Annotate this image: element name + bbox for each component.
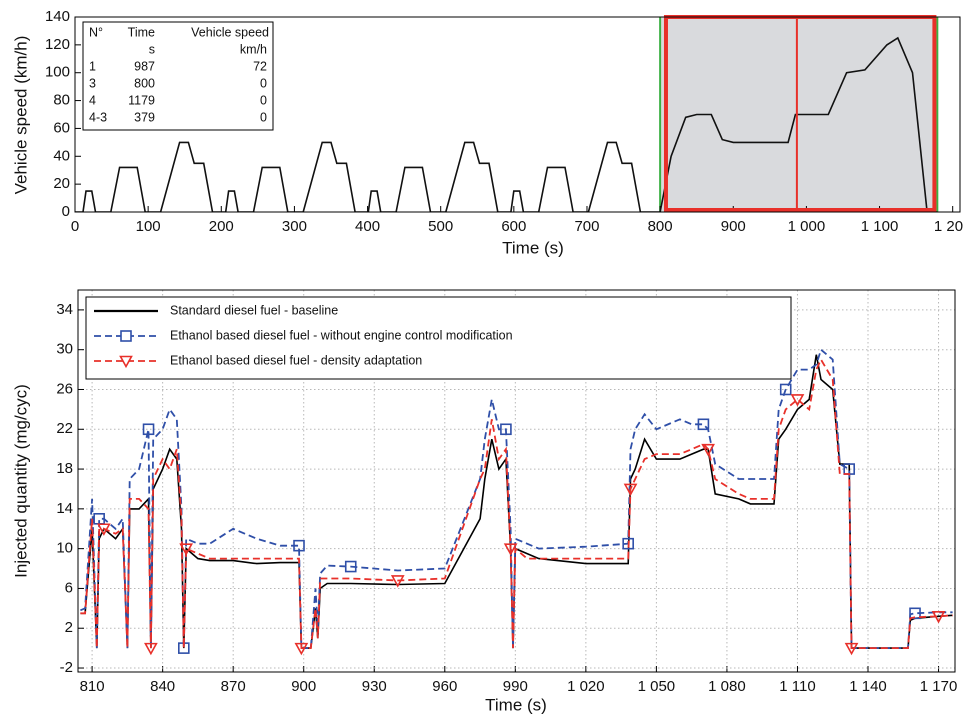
y-tick-label: 30 [56,341,73,358]
x-tick-label: 1 020 [567,678,605,695]
table-cell: 4 [89,93,96,107]
legend-marker [120,330,132,342]
marker [844,642,859,656]
legend-marker [119,355,133,369]
marker [701,443,715,457]
table-header: Time [128,25,155,39]
x-tick-label: 600 [501,218,526,235]
table-header: Vehicle speed [191,25,269,39]
plot-frame [74,16,961,213]
y-tick-label: 18 [56,460,73,477]
x-tick-label: 1 140 [849,678,887,695]
table-cell: 379 [134,110,155,124]
marker [790,394,805,407]
marker [909,607,921,620]
marker [97,523,111,536]
marker [142,423,155,436]
x-tick-label: 1 170 [920,678,958,695]
series-line [80,348,953,649]
x-tick-label: 300 [282,218,307,235]
y-tick-label: 22 [56,420,73,437]
x-tick-label: 500 [428,218,453,235]
y-tick-label: 14 [56,500,73,517]
y-tick-label: 2 [65,619,73,636]
table-unit: s [149,42,155,56]
y-tick-label: 100 [45,64,70,81]
table-cell: 4-3 [89,110,107,124]
y-tick-label: 80 [53,92,70,109]
legend-label: Standard diesel fuel - baseline [170,303,338,317]
marker [144,642,158,656]
table-cell: 72 [253,59,267,73]
x-tick-label: 870 [221,678,246,695]
table-cell: 1 [89,59,96,73]
marker [179,543,194,556]
legend-label: Ethanol based diesel fuel - without engi… [170,328,513,342]
x-tick-label: 700 [574,218,599,235]
y-tick-label: 60 [53,119,70,136]
y-axis-title: Injected quantity (mg/cyc) [11,384,30,578]
y-tick-label: 26 [56,380,73,397]
y-tick-label: 20 [53,175,70,192]
y-tick-label: 6 [65,579,73,596]
legend-box [85,296,792,380]
table-cell: 987 [134,59,155,73]
marker [500,423,512,436]
y-axis-title: Vehicle speed (km/h) [11,36,30,195]
x-tick-label: 400 [355,218,380,235]
x-axis-title: Time (s) [502,238,564,257]
marker [390,575,405,588]
x-tick-label: 900 [721,218,746,235]
x-tick-label: 800 [648,218,673,235]
x-tick-label: 1 000 [788,218,826,235]
table-cell: 0 [260,93,267,107]
x-tick-label: 840 [150,678,175,695]
table-cell: 800 [134,76,155,90]
marker [622,537,634,550]
marker [779,383,792,396]
x-tick-label: 960 [432,678,457,695]
table-cell: 1179 [128,93,155,107]
y-tick-label: 10 [56,540,73,557]
x-tick-label: 1 110 [779,678,815,695]
table-box [82,21,274,131]
marker [931,610,946,624]
table-cell: 0 [260,76,267,90]
table-header: N° [89,25,103,39]
x-axis-title: Time (s) [485,695,547,714]
marker [293,539,305,552]
marker [697,418,710,431]
x-tick-label: 200 [209,218,234,235]
legend-label: Ethanol based diesel fuel - density adap… [170,353,422,367]
x-tick-label: 810 [80,678,105,695]
marker [623,483,638,497]
x-tick-label: 990 [503,678,528,695]
y-tick-label: 140 [45,8,70,25]
x-tick-label: 1 050 [638,678,676,695]
y-tick-label: 0 [62,203,70,220]
x-tick-label: 100 [136,218,161,235]
marker [344,560,357,573]
table-cell: 3 [89,76,96,90]
table-cell: 0 [260,110,267,124]
plot-frame [77,289,956,673]
table-unit: km/h [240,42,267,56]
series-line [80,357,953,649]
x-tick-label: 1 100 [861,218,899,235]
y-tick-label: -2 [60,659,73,676]
series-line [75,36,938,212]
marker [294,642,309,656]
x-tick-label: 1 080 [708,678,746,695]
y-tick-label: 120 [45,36,70,53]
marker [503,543,518,556]
x-tick-label: 1 200 [934,218,963,235]
y-tick-label: 34 [56,301,73,318]
x-tick-label: 900 [291,678,316,695]
x-tick-label: 930 [362,678,387,695]
series-line [80,354,953,649]
x-tick-label: 0 [71,218,79,235]
y-tick-label: 40 [53,147,70,164]
